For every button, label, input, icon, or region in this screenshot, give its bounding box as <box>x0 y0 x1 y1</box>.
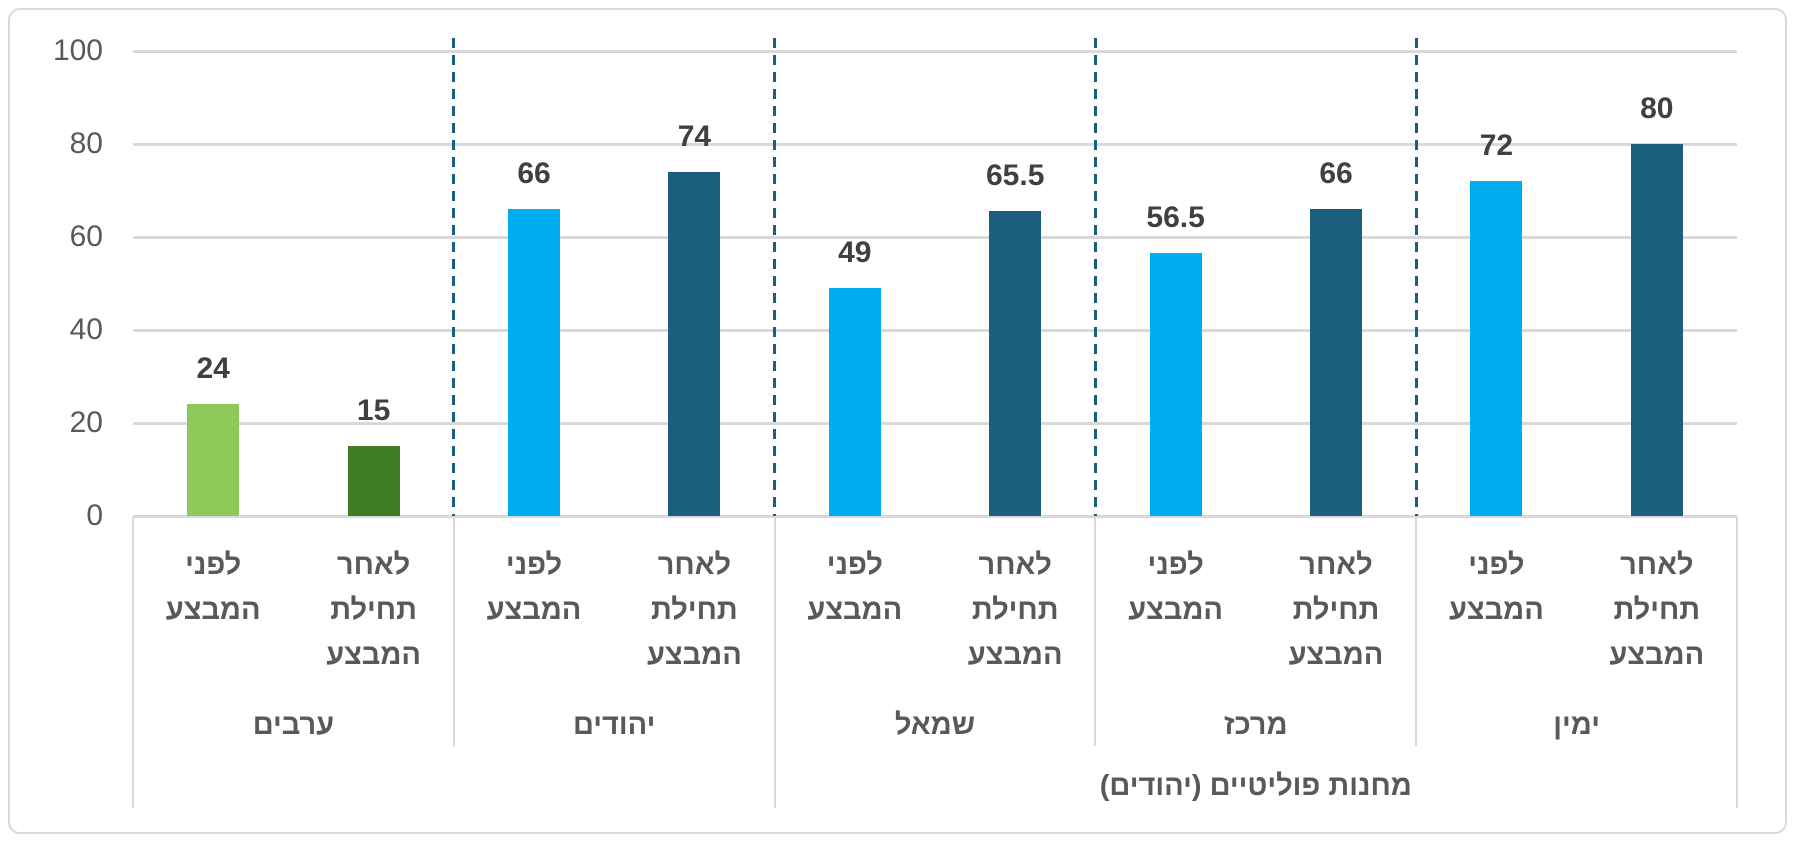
chart-outer-border <box>8 8 1787 834</box>
bar-category-label-line: המבצע <box>1288 639 1384 671</box>
bar-value-label: 72 <box>1479 129 1514 163</box>
bar <box>187 404 240 516</box>
group-label: מרכז <box>1224 709 1288 741</box>
bar-category-label-line: תחילת <box>1613 594 1701 626</box>
bar <box>1470 181 1523 516</box>
group-separator-dashed-line <box>1093 38 1097 516</box>
bar-category-label-line: המבצע <box>1448 594 1544 626</box>
bar-category-label-line: המבצע <box>165 594 261 626</box>
bar-category-label-line: לפני <box>826 549 883 581</box>
bar-category-label: לפני המבצע <box>775 543 935 633</box>
bar <box>1630 144 1683 516</box>
category-divider <box>132 517 134 808</box>
bar-value-label: 15 <box>356 394 391 428</box>
y-tick-label: 20 <box>69 406 103 439</box>
bar-category-label-line: לפני <box>185 549 242 581</box>
bar-category-label-line: המבצע <box>646 639 742 671</box>
bar-category-label-line: המבצע <box>967 639 1063 671</box>
gridline <box>133 514 1737 518</box>
bar-category-label-line: תחילת <box>1292 594 1380 626</box>
bar <box>347 446 400 516</box>
bar-category-label-line: לאחר <box>1620 549 1694 581</box>
bar <box>1310 209 1362 516</box>
category-divider <box>1736 517 1738 808</box>
bar-category-label-line: המבצע <box>1128 594 1223 626</box>
bar <box>989 211 1042 516</box>
bar <box>508 209 560 516</box>
group-label: ימין <box>1553 709 1600 741</box>
bar-category-label-line: המבצע <box>326 639 421 671</box>
bar-category-label: לפני המבצע <box>1096 543 1256 633</box>
category-divider <box>773 517 776 808</box>
bar-category-label: לאחר תחילת המבצע <box>935 543 1095 678</box>
y-tick-label: 0 <box>86 499 103 532</box>
bar-category-label: לפני המבצע <box>1416 543 1576 633</box>
bar-category-label-line: לאחר <box>657 549 732 581</box>
gridline <box>133 49 1737 53</box>
category-divider <box>452 517 455 746</box>
bar-value-label: 56.5 <box>1146 201 1205 235</box>
group-label: יהודים <box>572 709 656 741</box>
bar-category-label: לפני המבצע <box>454 543 614 633</box>
gridline <box>133 328 1737 332</box>
category-divider <box>1094 517 1097 746</box>
bar-category-label: לאחר תחילת המבצע <box>1577 543 1737 678</box>
supercategory-label: מחנות פוליטיים (יהודים) <box>1099 770 1412 802</box>
group-separator-dashed-line <box>452 38 456 516</box>
bar <box>668 171 721 516</box>
bar-value-label: 74 <box>677 119 712 153</box>
group-separator-dashed-line <box>773 38 777 516</box>
y-tick-label: 80 <box>69 127 103 160</box>
bar-category-label-line: תחילת <box>651 594 738 626</box>
bar-value-label: 66 <box>1319 157 1353 191</box>
bar-value-label: 65.5 <box>985 159 1045 193</box>
bar-category-label-line: לפני <box>1468 549 1525 581</box>
bar-category-label-line: לאחר <box>978 549 1052 581</box>
bar-value-label: 49 <box>838 236 872 270</box>
bar <box>828 288 881 516</box>
gridline <box>133 142 1737 146</box>
bar-category-label-line: תחילת <box>330 594 417 626</box>
y-tick-label: 60 <box>69 220 103 253</box>
bar-category-label-line: תחילת <box>971 594 1059 626</box>
bar-category-label-line: לפני <box>505 549 563 581</box>
bar-category-label-line: לאחר <box>1299 549 1373 581</box>
gridline <box>133 235 1737 239</box>
bar-value-label: 80 <box>1640 92 1674 125</box>
bar-category-label: לאחר תחילת המבצע <box>614 543 774 678</box>
bar-category-label: לאחר תחילת המבצע <box>1256 543 1416 678</box>
bar-category-label-line: המבצע <box>486 594 582 626</box>
bar-category-label-line: לאחר <box>336 549 411 581</box>
bar-category-label-line: המבצע <box>807 594 903 626</box>
group-label: שמאל <box>894 709 976 741</box>
bar <box>1149 253 1202 516</box>
bar-category-label: לפני המבצע <box>133 543 293 633</box>
group-label: ערבים <box>252 709 335 741</box>
y-tick-label: 40 <box>69 313 103 346</box>
bar-value-label: 66 <box>517 157 551 191</box>
bar-category-label-line: המבצע <box>1609 639 1705 671</box>
bar-value-label: 24 <box>196 352 230 386</box>
group-separator-dashed-line <box>1414 38 1418 516</box>
y-tick-label: 100 <box>52 34 103 67</box>
bar-category-label-line: לפני <box>1147 549 1204 581</box>
bar-category-label: לאחר תחילת המבצע <box>294 543 454 678</box>
category-divider <box>1415 517 1418 746</box>
gridline <box>133 421 1737 425</box>
